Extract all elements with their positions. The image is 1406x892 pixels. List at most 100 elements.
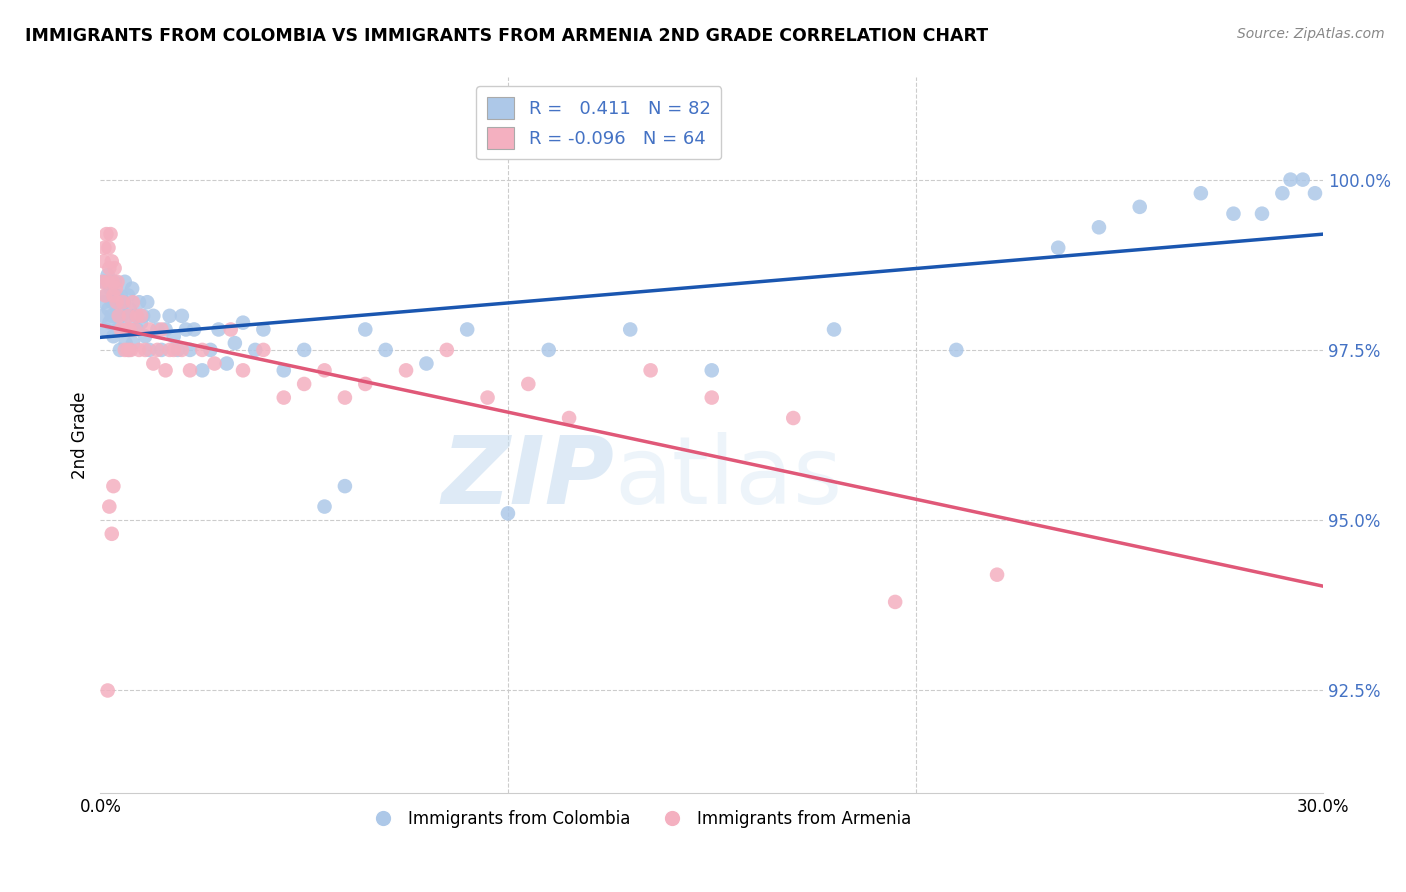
Point bbox=[118, 322, 141, 336]
Point bbox=[179, 363, 201, 377]
Point bbox=[1222, 207, 1244, 221]
Point bbox=[252, 343, 274, 357]
Point bbox=[1279, 172, 1302, 186]
Point bbox=[100, 526, 122, 541]
Point bbox=[114, 336, 136, 351]
Point bbox=[125, 322, 148, 336]
Point bbox=[107, 295, 129, 310]
Point bbox=[146, 343, 169, 357]
Point bbox=[118, 343, 141, 357]
Point bbox=[1189, 186, 1212, 201]
Point bbox=[1251, 207, 1274, 221]
Point bbox=[117, 288, 139, 302]
Point bbox=[120, 322, 142, 336]
Point bbox=[124, 309, 146, 323]
Point bbox=[125, 309, 148, 323]
Point bbox=[97, 301, 120, 316]
Point bbox=[93, 275, 115, 289]
Point bbox=[122, 295, 145, 310]
Point bbox=[98, 261, 121, 276]
Point bbox=[292, 376, 315, 391]
Text: Source: ZipAtlas.com: Source: ZipAtlas.com bbox=[1237, 27, 1385, 41]
Point bbox=[114, 343, 136, 357]
Point bbox=[101, 275, 124, 289]
Point bbox=[101, 295, 124, 310]
Point bbox=[166, 343, 188, 357]
Point bbox=[1303, 186, 1326, 201]
Point bbox=[150, 322, 173, 336]
Point bbox=[159, 343, 181, 357]
Point bbox=[170, 309, 193, 323]
Point bbox=[103, 288, 125, 302]
Point bbox=[104, 275, 127, 289]
Point bbox=[134, 343, 156, 357]
Point bbox=[142, 357, 165, 371]
Point bbox=[374, 343, 396, 357]
Point bbox=[170, 343, 193, 357]
Point bbox=[159, 309, 181, 323]
Point bbox=[456, 322, 478, 336]
Point bbox=[134, 329, 156, 343]
Point bbox=[111, 295, 134, 310]
Point bbox=[415, 357, 437, 371]
Text: IMMIGRANTS FROM COLOMBIA VS IMMIGRANTS FROM ARMENIA 2ND GRADE CORRELATION CHART: IMMIGRANTS FROM COLOMBIA VS IMMIGRANTS F… bbox=[25, 27, 988, 45]
Point bbox=[314, 500, 336, 514]
Point bbox=[112, 295, 135, 310]
Point bbox=[517, 376, 540, 391]
Point bbox=[155, 322, 177, 336]
Point bbox=[124, 322, 146, 336]
Point bbox=[219, 322, 242, 336]
Point bbox=[93, 241, 115, 255]
Legend: Immigrants from Colombia, Immigrants from Armenia: Immigrants from Colombia, Immigrants fro… bbox=[359, 803, 918, 834]
Point bbox=[1129, 200, 1152, 214]
Point bbox=[333, 391, 356, 405]
Point bbox=[273, 391, 295, 405]
Point bbox=[97, 683, 120, 698]
Point bbox=[110, 322, 132, 336]
Y-axis label: 2nd Grade: 2nd Grade bbox=[72, 392, 89, 479]
Point bbox=[100, 227, 122, 241]
Point bbox=[93, 295, 115, 310]
Point bbox=[640, 363, 662, 377]
Point bbox=[163, 343, 186, 357]
Point bbox=[105, 295, 128, 310]
Point bbox=[138, 322, 160, 336]
Point bbox=[204, 357, 226, 371]
Point bbox=[207, 322, 229, 336]
Point bbox=[191, 343, 214, 357]
Point bbox=[98, 500, 121, 514]
Point bbox=[354, 322, 377, 336]
Point bbox=[436, 343, 458, 357]
Point bbox=[110, 288, 132, 302]
Point bbox=[537, 343, 560, 357]
Point bbox=[136, 295, 159, 310]
Point bbox=[700, 391, 723, 405]
Point bbox=[93, 254, 115, 268]
Point bbox=[292, 343, 315, 357]
Point bbox=[94, 288, 117, 302]
Point bbox=[496, 507, 519, 521]
Point bbox=[118, 309, 141, 323]
Point bbox=[163, 329, 186, 343]
Point bbox=[245, 343, 267, 357]
Point bbox=[115, 322, 138, 336]
Point bbox=[100, 309, 122, 323]
Point bbox=[122, 336, 145, 351]
Point bbox=[232, 363, 254, 377]
Point bbox=[314, 363, 336, 377]
Point bbox=[128, 343, 150, 357]
Point bbox=[103, 329, 125, 343]
Point bbox=[558, 411, 581, 425]
Point bbox=[100, 282, 122, 296]
Point bbox=[138, 343, 160, 357]
Point bbox=[1047, 241, 1070, 255]
Point bbox=[132, 309, 155, 323]
Point bbox=[354, 376, 377, 391]
Point bbox=[129, 316, 152, 330]
Point bbox=[395, 363, 418, 377]
Point bbox=[945, 343, 967, 357]
Point bbox=[986, 567, 1008, 582]
Point bbox=[107, 275, 129, 289]
Point bbox=[97, 241, 120, 255]
Point bbox=[183, 322, 205, 336]
